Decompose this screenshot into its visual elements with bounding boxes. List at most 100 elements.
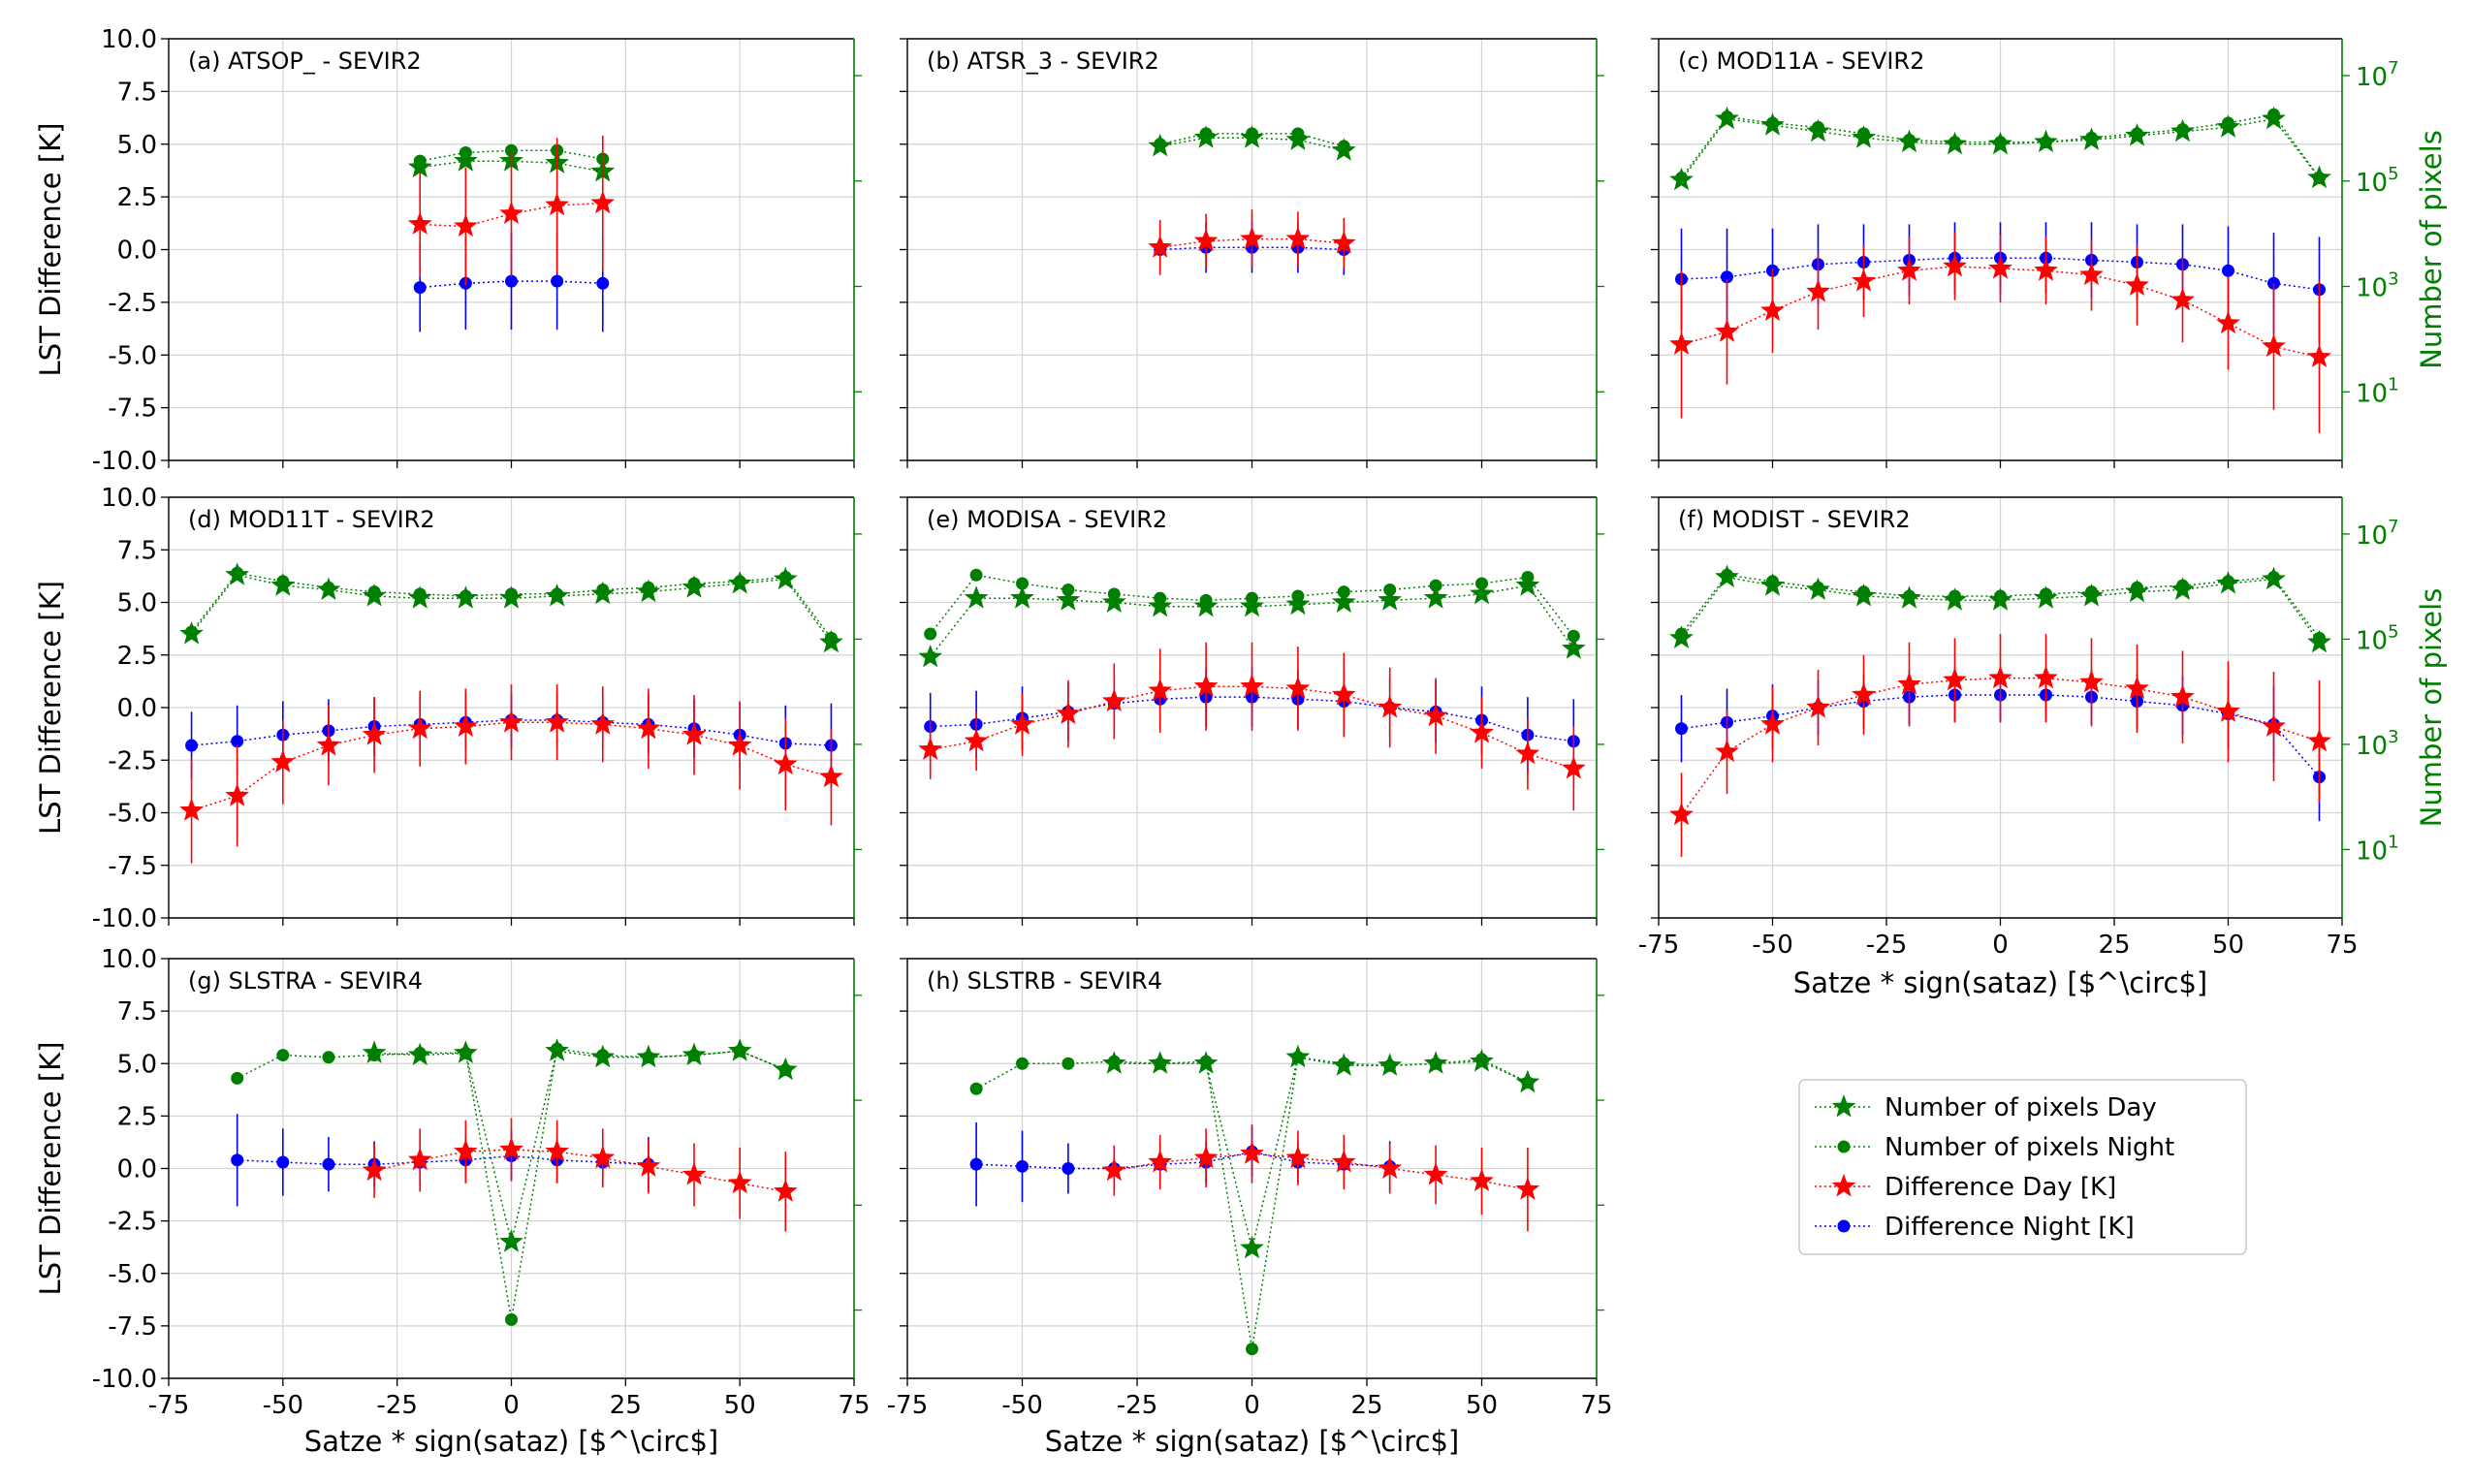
data-point: [2170, 684, 2195, 708]
series-difference-day-k: [1669, 233, 2331, 433]
series-number-of-pixels-day: [179, 562, 843, 653]
data-point: [1378, 695, 1403, 718]
data-point: [316, 733, 341, 756]
data-point: [179, 621, 204, 645]
y2-tick-label: 107: [2356, 58, 2399, 92]
data-point: [681, 1162, 707, 1185]
data-point: [1760, 112, 1785, 136]
data-point: [2262, 106, 2286, 130]
legend-label: Difference Night [K]: [1885, 1213, 2135, 1242]
panel-c: 101 103 105 107 (c) MOD11A - SEVIR2: [1651, 38, 2399, 468]
data-point: [1240, 674, 1264, 697]
data-point: [2307, 629, 2331, 653]
series-line: [1114, 1152, 1529, 1190]
data-point: [1285, 676, 1311, 699]
series-line: [930, 574, 1574, 637]
series-line: [1159, 246, 1345, 251]
data-point: [773, 566, 798, 590]
data-point: [1378, 1155, 1403, 1179]
data-point: [1561, 755, 1586, 779]
data-point: [1193, 1145, 1219, 1169]
data-point: [681, 1042, 707, 1066]
data-point: [1760, 298, 1785, 322]
y-tick-label: -5.0: [108, 800, 157, 829]
data-point: [2170, 118, 2195, 142]
data-point: [454, 713, 478, 737]
series-line: [420, 280, 603, 289]
panel-title: (f) MODIST - SEVIR2: [1678, 506, 1911, 533]
data-point: [681, 722, 707, 745]
series-difference-day-k: [918, 642, 1586, 811]
data-point: [545, 192, 569, 216]
data-point: [1988, 256, 2012, 279]
data-point: [1016, 577, 1029, 590]
data-point: [407, 154, 432, 178]
series-number-of-pixels-day: [362, 1038, 798, 1252]
data-point: [2262, 713, 2286, 737]
data-point: [636, 1153, 661, 1177]
data-point: [1721, 270, 1733, 284]
data-point: [499, 201, 523, 224]
y2-tick-label: 103: [2356, 269, 2399, 303]
x-tick-label: -75: [887, 1391, 928, 1420]
legend-label: Number of pixels Night: [1885, 1133, 2174, 1162]
data-point: [545, 1139, 569, 1162]
series-number-of-pixels-day: [1669, 564, 2331, 653]
data-point: [1806, 279, 1830, 302]
panel-title: (c) MOD11A - SEVIR2: [1678, 47, 1924, 75]
data-point: [1515, 1177, 1540, 1200]
data-point: [1010, 711, 1034, 735]
data-point: [1943, 253, 1967, 277]
data-point: [545, 1038, 569, 1061]
data-point: [2170, 577, 2195, 600]
data-point: [407, 585, 432, 609]
data-point: [1806, 577, 1830, 600]
data-point: [316, 577, 341, 600]
data-point: [1193, 1051, 1219, 1074]
data-point: [1061, 1162, 1075, 1175]
data-point: [1240, 125, 1264, 148]
data-point: [2216, 699, 2240, 722]
data-point: [918, 737, 943, 760]
x-axis-label: Satze * sign(sataz) [$^\circ$]: [1045, 1425, 1459, 1458]
data-point: [1240, 593, 1264, 617]
x-tick-label: -50: [1001, 1391, 1042, 1420]
legend-marker: [1831, 1174, 1856, 1197]
data-point: [1515, 741, 1540, 765]
data-point: [2307, 728, 2331, 752]
data-point: [1056, 701, 1081, 724]
x-tick-label: 50: [2212, 931, 2244, 960]
y2-tick-label: 107: [2356, 517, 2399, 551]
panel-b: (b) ATSR_3 - SEVIR2: [900, 38, 1604, 468]
panel-title: (a) ATSOP_ - SEVIR2: [188, 47, 422, 75]
data-point: [1331, 589, 1356, 613]
series-number-of-pixels-day: [1148, 125, 1356, 161]
data-point: [270, 749, 296, 773]
data-point: [2079, 670, 2104, 693]
data-point: [969, 1082, 983, 1095]
data-point: [2262, 566, 2286, 590]
series-number-of-pixels-day: [1669, 106, 2331, 191]
panel-title: (d) MOD11T - SEVIR2: [188, 506, 435, 533]
data-point: [1852, 682, 1876, 706]
y-tick-label: -10.0: [92, 1365, 157, 1394]
data-point: [270, 573, 296, 596]
data-point: [1675, 722, 1688, 736]
x-tick-label: 75: [838, 1391, 870, 1420]
series-difference-day-k: [1101, 1124, 1540, 1232]
data-point: [454, 1040, 478, 1063]
data-point: [636, 715, 661, 740]
data-point: [964, 585, 989, 609]
y-tick-label: 2.5: [117, 183, 157, 212]
data-point: [969, 568, 983, 582]
data-point: [1423, 703, 1448, 727]
data-point: [964, 728, 989, 752]
data-point: [1897, 129, 1921, 153]
series-difference-day-k: [362, 1118, 798, 1232]
x-tick-label: -25: [1117, 1391, 1157, 1420]
data-point: [1988, 587, 2012, 611]
data-point: [1943, 587, 1967, 611]
series-difference-day-k: [1148, 209, 1356, 275]
data-point: [407, 1042, 432, 1066]
data-point: [2170, 287, 2195, 311]
